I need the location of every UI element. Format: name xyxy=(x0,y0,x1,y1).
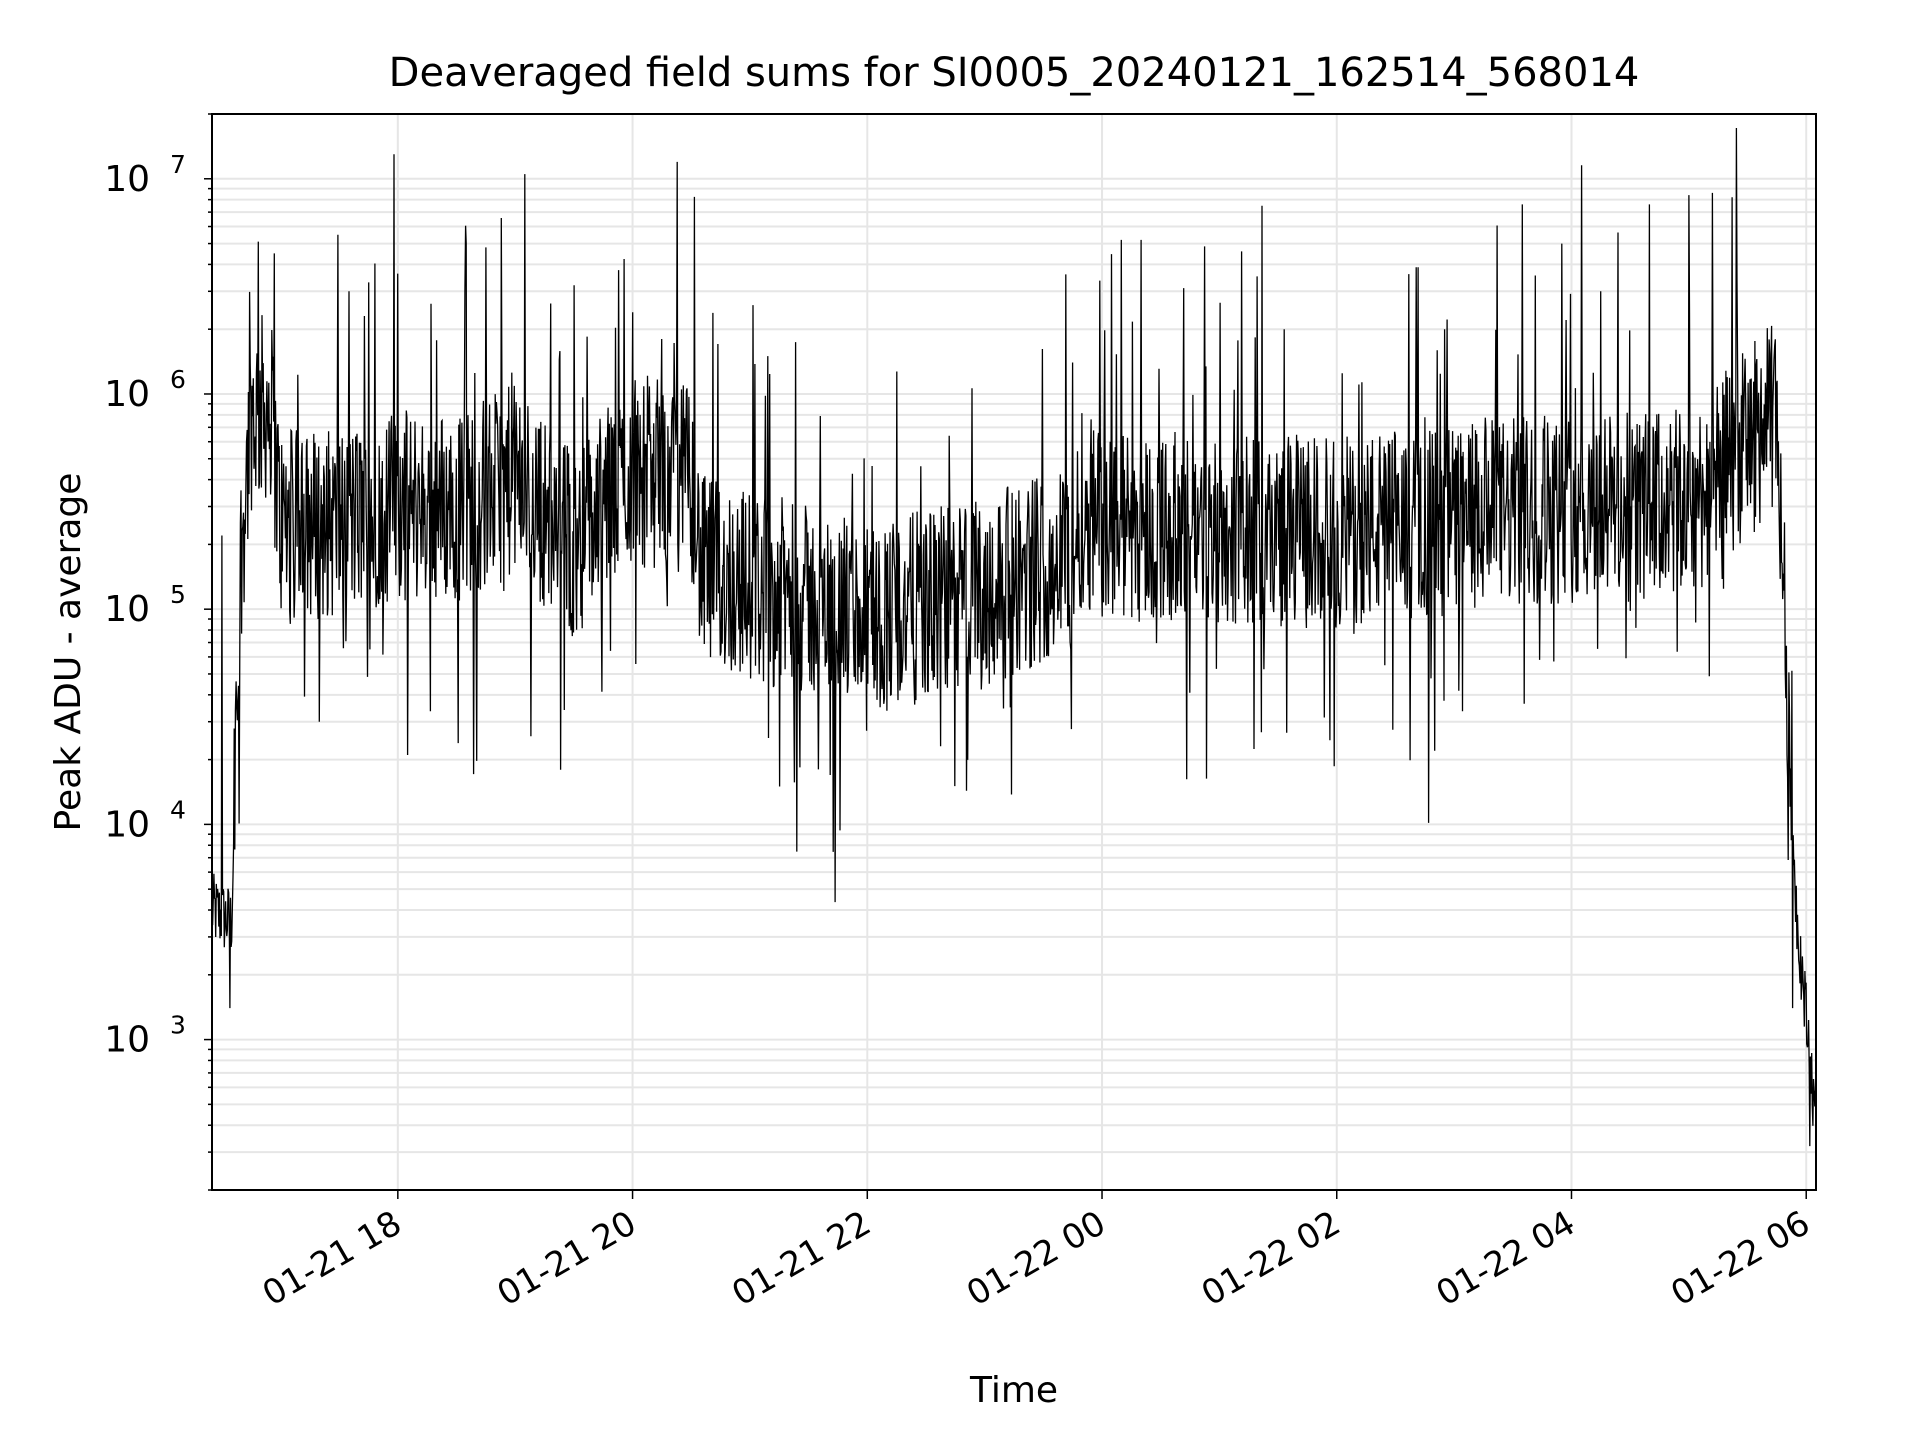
y-tick-base: 10 xyxy=(104,1020,150,1061)
plot-frame xyxy=(211,113,1817,1191)
y-tick-base: 10 xyxy=(104,589,150,630)
y-tick-exponent: 5 xyxy=(170,580,186,609)
y-tick-base: 10 xyxy=(104,374,150,415)
series-line xyxy=(211,127,1817,1147)
y-tick-exponent: 7 xyxy=(170,150,186,179)
y-tick-label: 10 xyxy=(104,159,150,200)
y-tick-base: 10 xyxy=(104,804,150,845)
y-tick-label: 10 xyxy=(104,374,150,415)
y-tick-label: 10 xyxy=(104,804,150,845)
y-tick-label: 10 xyxy=(104,589,150,630)
y-axis-label: Peak ADU - average xyxy=(48,473,89,832)
series-layer xyxy=(211,127,1817,1147)
y-tick-exponent: 6 xyxy=(170,365,186,394)
y-tick-base: 10 xyxy=(104,159,150,200)
y-tick-label: 10 xyxy=(104,1020,150,1061)
y-tick-exponent: 3 xyxy=(170,1011,186,1040)
y-tick-exponent: 4 xyxy=(170,795,186,824)
x-axis-label: Time xyxy=(969,1370,1058,1411)
chart-title: Deaveraged field sums for SI0005_2024012… xyxy=(389,50,1640,96)
grid xyxy=(212,113,1816,1191)
